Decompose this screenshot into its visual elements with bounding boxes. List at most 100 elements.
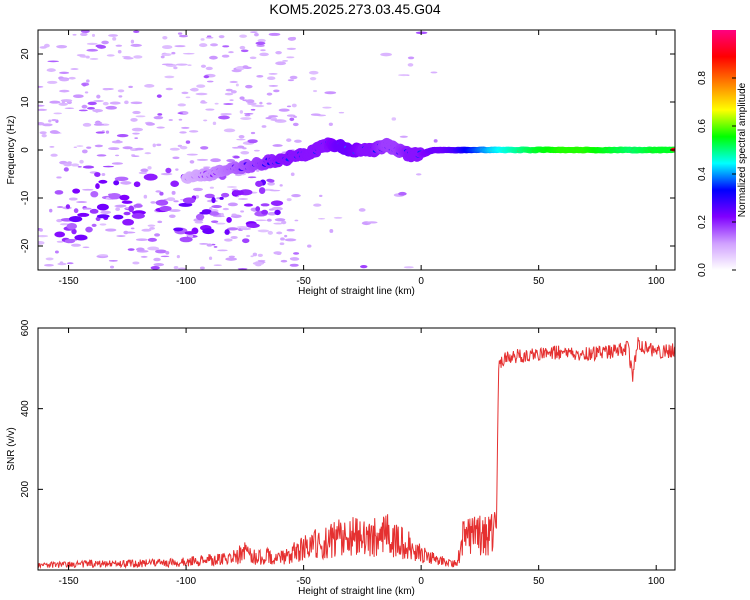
spectrogram-cell [398,191,407,196]
spectrogram-cell [185,140,191,144]
spectrogram-cell [162,45,173,50]
spectrogram-cell [209,186,214,189]
spectrogram-cell [127,248,135,251]
spectrogram-cell [403,266,414,269]
spectrogram-cell [380,52,393,57]
spectrogram-cell [239,34,248,38]
spectrogram-cell [178,34,188,38]
spectrogram-cell [168,209,181,212]
spectrogram-cell [209,55,218,60]
spectrogram-cell [294,139,302,143]
spectrogram-cell [233,155,240,159]
spectrogram-cell [164,75,175,79]
spectrogram-cell [322,106,332,109]
spectrogram-cell [54,190,64,195]
spectrogram-cell [317,218,326,220]
spectrogram-cell [156,94,162,98]
y-tick-label: 200 [20,481,31,498]
spectrogram-cell [61,100,66,104]
spectrogram-cell [78,109,88,112]
spectrogram-cell [160,172,173,176]
spectrogram-cell [95,216,101,222]
spectrogram-cell [172,156,180,160]
spectrogram-cell [109,265,115,269]
spectrogram-cell [220,212,224,217]
spectrogram-cell [206,243,213,247]
spectrogram-cell [229,80,238,84]
spectrogram-cell [85,226,93,233]
spectrogram-cell [117,89,125,93]
y-tick-label: -20 [20,238,31,253]
spectrogram-cell [82,83,87,87]
spectrogram-cell [115,44,123,47]
spectrogram-cell [83,207,92,210]
spectrogram-cell [203,119,208,122]
spectrogram-cell [227,227,239,231]
colorbar-label: Normalized spectral amplitude [737,82,748,217]
spectrogram-cell [257,253,263,258]
spectrogram-cell [192,187,203,192]
spectrogram-cell [249,56,257,60]
spectrogram-cell [102,165,115,168]
spectrogram-cell [82,122,92,127]
spectrogram-cell [124,100,129,105]
spectrogram-cell [171,190,176,195]
spectrogram-cell [239,45,246,50]
spectrogram-cell [255,206,261,212]
spectrogram-cell [247,176,257,179]
spectrogram-cell [259,52,269,57]
spectrogram-cell [76,145,84,147]
spectrogram-cell [268,208,274,211]
spectrogram-cell [273,222,283,225]
spectrogram-cell [199,242,209,245]
spectrogram-cell [56,44,68,49]
spectrogram-cell [211,220,219,223]
spectrogram-cell [84,91,89,94]
spectrogram-cell [98,179,108,184]
spectrogram-cell [112,37,117,41]
spectrogram-cell [230,90,237,94]
spectrogram-cell [91,33,96,38]
x-tick-label: -50 [296,576,311,587]
spectrogram-cell [45,257,54,261]
spectrogram-cell [212,121,217,125]
spectrogram-cell [157,220,163,224]
spectrogram-cell [293,115,298,118]
spectrogram-cell [47,60,59,63]
spectrogram-cell [113,180,120,186]
spectrogram-cell [56,176,62,179]
spectrogram-cell [200,64,207,68]
spectrogram-cell [240,117,252,120]
spectrogram-cell [261,125,267,128]
spectrogram-cell [147,246,160,251]
spectrogram-cell [287,36,296,41]
spectrogram-cell [204,193,215,199]
spectrogram-cell [177,103,187,107]
spectrogram-cell [430,71,438,74]
spectrogram-cell [171,51,176,55]
spectrogram-cell [181,126,190,129]
y-axis-title: SNR (v/v) [6,427,17,470]
x-axis-title: Height of straight line (km) [298,586,415,597]
spectrogram-cell [227,202,238,207]
spectrogram-cell [132,110,141,115]
spectrogram-cell [256,74,264,78]
spectrogram-cell [177,112,184,115]
spectrogram-cell [189,88,196,91]
spectrogram-cell [292,122,299,127]
spectrogram-cell [255,219,268,222]
spectrogram-cell [179,236,193,243]
spectrogram-cell [243,112,254,115]
spectrogram-cell [273,89,280,93]
spectrogram-cell [133,30,140,33]
spectrogram-cell [95,131,105,134]
spectrogram-cell [97,45,107,49]
spectrogram-cell [132,132,140,135]
spectrogram-cell [274,209,281,216]
spectrogram-cell [215,222,226,225]
spectrogram-cell [135,115,146,118]
spectrogram-cell [267,76,276,81]
spectrogram-cell [308,70,319,75]
spectrogram-cell [81,149,88,154]
